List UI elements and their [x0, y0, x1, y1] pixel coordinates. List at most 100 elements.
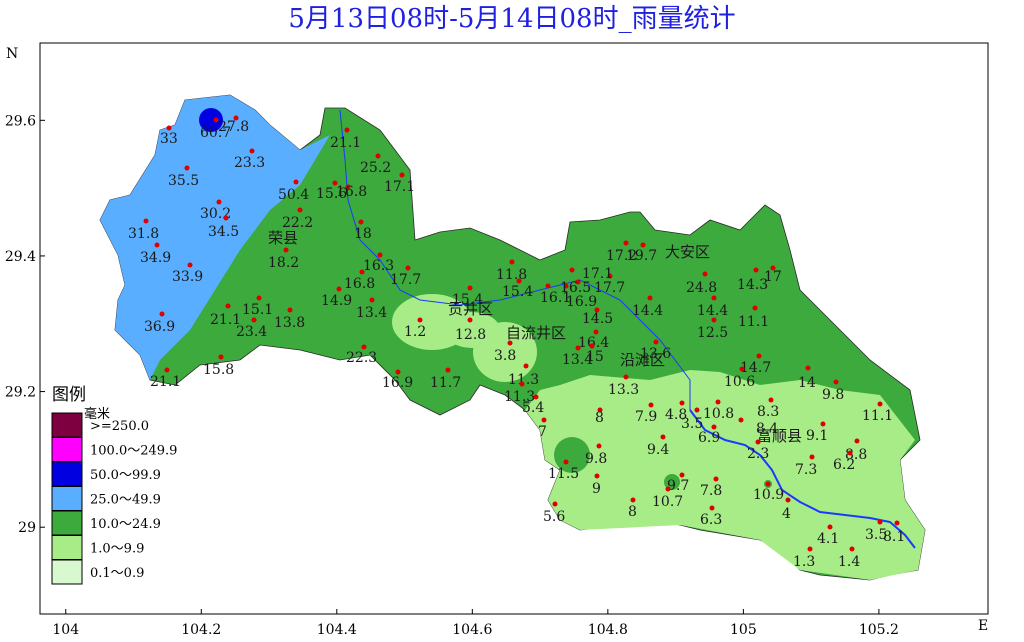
station-dot: [679, 472, 685, 478]
station-dot: [702, 271, 708, 277]
station-dot: [154, 242, 160, 248]
station-dot: [607, 273, 613, 279]
station-dot: [233, 115, 239, 121]
station-value: 6.3: [700, 512, 722, 528]
x-tick-label: 104: [52, 622, 79, 638]
station-dot: [623, 374, 629, 380]
station-value: 8: [628, 504, 637, 520]
station-dot: [753, 267, 759, 273]
station-dot: [251, 317, 257, 323]
station-value: 60.7: [200, 125, 231, 141]
station-dot: [849, 546, 855, 552]
region-light: [444, 312, 500, 348]
legend-swatch: [51, 559, 83, 585]
station-dot: [648, 402, 654, 408]
station-value: 30.2: [200, 206, 231, 222]
station-value: 17.7: [594, 280, 625, 296]
station-value: 12.5: [697, 325, 728, 341]
station-dot: [249, 148, 255, 154]
station-value: 5.4: [522, 400, 544, 416]
river: [339, 109, 691, 410]
station-dot: [359, 269, 365, 275]
station-value: 11.1: [738, 314, 769, 330]
station-dot: [807, 546, 813, 552]
station-value: 8.3: [757, 404, 779, 420]
legend-label: 100.0～249.9: [90, 444, 177, 459]
y-tick-label: 29.6: [5, 113, 36, 129]
station-value: 9.8: [585, 451, 607, 467]
station-value: 16.9: [382, 375, 413, 391]
region-high: [100, 95, 330, 380]
station-value: 4.1: [817, 531, 839, 547]
station-value: 24.8: [686, 280, 717, 296]
y-tick-label: 29: [18, 520, 36, 536]
legend-label: 1.0～9.9: [90, 542, 144, 557]
station-dot: [647, 295, 653, 301]
station-value: 13.3: [608, 382, 639, 398]
station-value: 17.2: [606, 248, 637, 264]
station-dot: [345, 184, 351, 190]
station-dot: [594, 307, 600, 313]
station-dot: [711, 317, 717, 323]
station-value: 22.2: [282, 215, 313, 231]
station-dot: [768, 397, 774, 403]
station-value: 11.1: [862, 408, 893, 424]
station-value: 21.1: [330, 135, 361, 151]
station-dot: [809, 454, 815, 460]
station-value: 14.5: [582, 311, 613, 327]
station-dot: [820, 421, 826, 427]
station-value: 7.8: [700, 483, 722, 499]
station-value: 35.5: [168, 173, 199, 189]
station-value: 7: [538, 424, 547, 440]
station-value: 31.8: [128, 226, 159, 242]
station-value: 11.7: [430, 375, 461, 391]
district-label: 大安区: [665, 243, 710, 261]
station-value: 4: [782, 506, 791, 522]
x-tick-label: 105: [730, 622, 757, 638]
station-dot: [523, 363, 529, 369]
station-dot: [519, 381, 525, 387]
legend-swatch: [51, 437, 83, 462]
station-value: 10.8: [703, 406, 734, 422]
station-value: 5.6: [543, 509, 565, 525]
station-dot: [563, 283, 569, 289]
station-value: 3.8: [494, 348, 516, 364]
station-value: 17.1: [582, 266, 613, 282]
station-dot: [344, 127, 350, 133]
station-value: 14.9: [321, 293, 352, 309]
station-value: 9.7: [667, 478, 689, 494]
station-value: 13.4: [356, 305, 387, 321]
station-dot: [575, 345, 581, 351]
legend-label: 0.1～0.9: [90, 566, 144, 581]
station-dot: [332, 180, 338, 186]
station-dot: [593, 329, 599, 335]
station-value: 9.4: [647, 442, 669, 458]
station-value: 15.4: [452, 292, 483, 308]
station-dot: [218, 354, 224, 360]
station-dot: [395, 369, 401, 375]
legend-unit: 毫米: [84, 406, 110, 422]
station-value: 18: [354, 226, 372, 242]
y-tick-label: 29.4: [5, 249, 36, 265]
station-value: 36.9: [144, 319, 175, 335]
station-value: 16.8: [344, 276, 375, 292]
station-dot: [630, 497, 636, 503]
station-dot: [283, 247, 289, 253]
station-dot: [738, 417, 744, 423]
station-value: 13.8: [274, 315, 305, 331]
legend-label: 25.0～49.9: [90, 493, 161, 508]
station-value: 11.3: [508, 372, 539, 388]
station-value: 6.9: [698, 430, 720, 446]
legend-label: >=250.0: [90, 419, 149, 434]
station-value: 25.2: [360, 160, 391, 176]
station-value: 16.3: [363, 258, 394, 274]
region-heavy: [199, 108, 223, 132]
station-dot: [143, 218, 149, 224]
station-dot: [785, 497, 791, 503]
station-dot: [589, 343, 595, 349]
station-dot: [715, 399, 721, 405]
station-dot: [297, 207, 303, 213]
station-dot: [597, 407, 603, 413]
station-dot: [256, 295, 262, 301]
station-value: 9.8: [822, 387, 844, 403]
